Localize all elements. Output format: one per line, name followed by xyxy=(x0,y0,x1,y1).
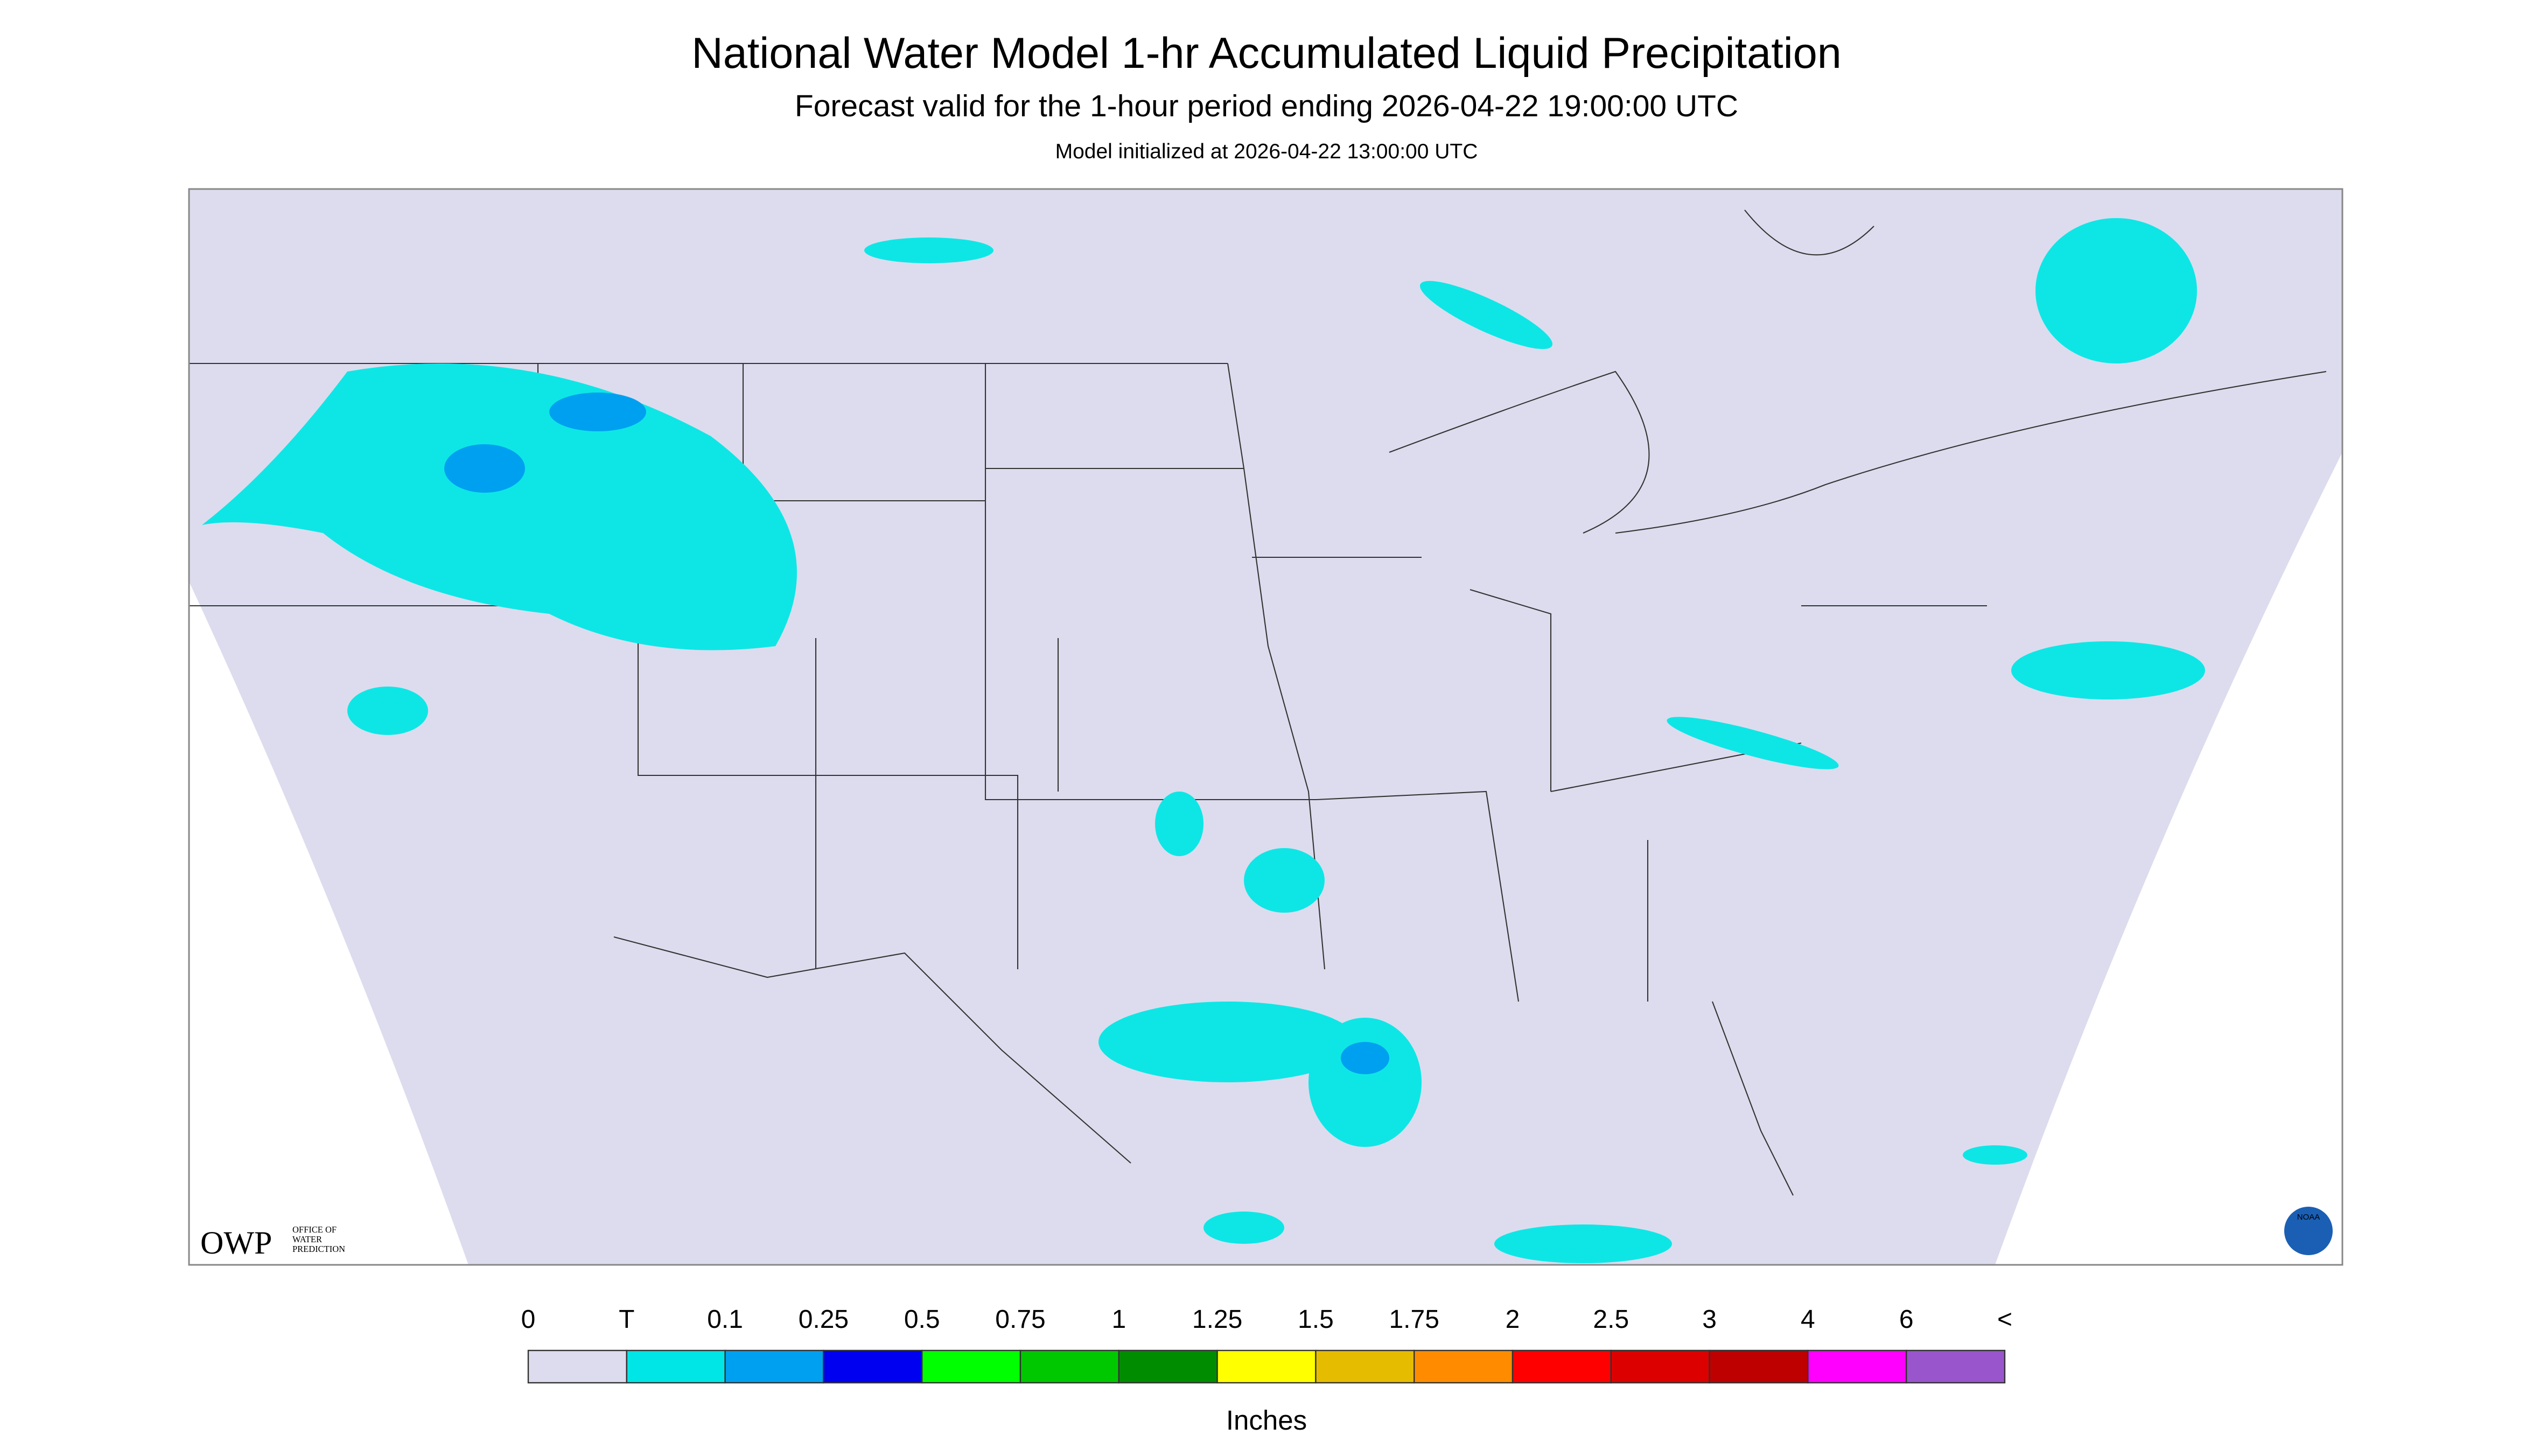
precip-areas xyxy=(202,218,2205,1264)
legend-swatch xyxy=(1118,1349,1218,1384)
legend-label: 2 xyxy=(1506,1305,1520,1334)
legend-label: 1.75 xyxy=(1389,1305,1439,1334)
projection-area xyxy=(189,189,2342,1265)
legend-label: 1.25 xyxy=(1192,1305,1242,1334)
legend-label: 3 xyxy=(1702,1305,1717,1334)
legend-label: 6 xyxy=(1899,1305,1914,1334)
legend-swatch xyxy=(1905,1349,2006,1384)
legend-label: 0 xyxy=(521,1305,536,1334)
legend-swatch xyxy=(1019,1349,1120,1384)
legend-swatch xyxy=(1216,1349,1317,1384)
legend: 0 T 0.1 0.25 0.5 0.75 1 1.25 1.5 1.75 2 2.5 3 4 6 < xyxy=(521,1305,2012,1384)
legend-swatch xyxy=(1315,1349,1415,1384)
precip-heavier xyxy=(444,393,1389,1075)
legend-label: T xyxy=(619,1305,634,1334)
subtitle: Forecast valid for the 1-hour period end… xyxy=(795,89,1738,123)
owp-logo-line: PREDICTION xyxy=(292,1244,345,1254)
owp-logo-line: OFFICE OF xyxy=(292,1224,337,1235)
legend-label: 0.1 xyxy=(707,1305,743,1334)
title: National Water Model 1-hr Accumulated Li… xyxy=(691,29,1842,78)
legend-swatch xyxy=(921,1349,1021,1384)
legend-swatch xyxy=(1807,1349,1907,1384)
legend-label: < xyxy=(1997,1305,2012,1334)
legend-swatch xyxy=(823,1349,923,1384)
legend-units: Inches xyxy=(1226,1405,1307,1436)
legend-label: 0.25 xyxy=(799,1305,849,1334)
legend-label: 4 xyxy=(1801,1305,1815,1334)
legend-swatch xyxy=(724,1349,824,1384)
legend-label: 0.75 xyxy=(995,1305,1045,1334)
legend-swatch xyxy=(527,1349,628,1384)
legend-label: 1.5 xyxy=(1298,1305,1334,1334)
legend-swatch xyxy=(1610,1349,1710,1384)
boundaries xyxy=(189,209,2327,1196)
legend-swatch xyxy=(626,1349,726,1384)
legend-swatch xyxy=(1709,1349,1809,1384)
init-time: Model initialized at 2026-04-22 13:00:00… xyxy=(1055,140,1478,163)
owp-logo-line: WATER xyxy=(292,1234,322,1244)
noaa-logo-text: NOAA xyxy=(2297,1213,2320,1222)
legend-label: 1 xyxy=(1111,1305,1126,1334)
legend-label: 2.5 xyxy=(1593,1305,1629,1334)
map-frame xyxy=(188,188,2343,1266)
noaa-logo xyxy=(2284,1207,2333,1256)
owp-logo: OWP xyxy=(200,1225,272,1261)
legend-label: 0.5 xyxy=(904,1305,940,1334)
legend-swatch xyxy=(1414,1349,1514,1384)
legend-swatch xyxy=(1512,1349,1612,1384)
